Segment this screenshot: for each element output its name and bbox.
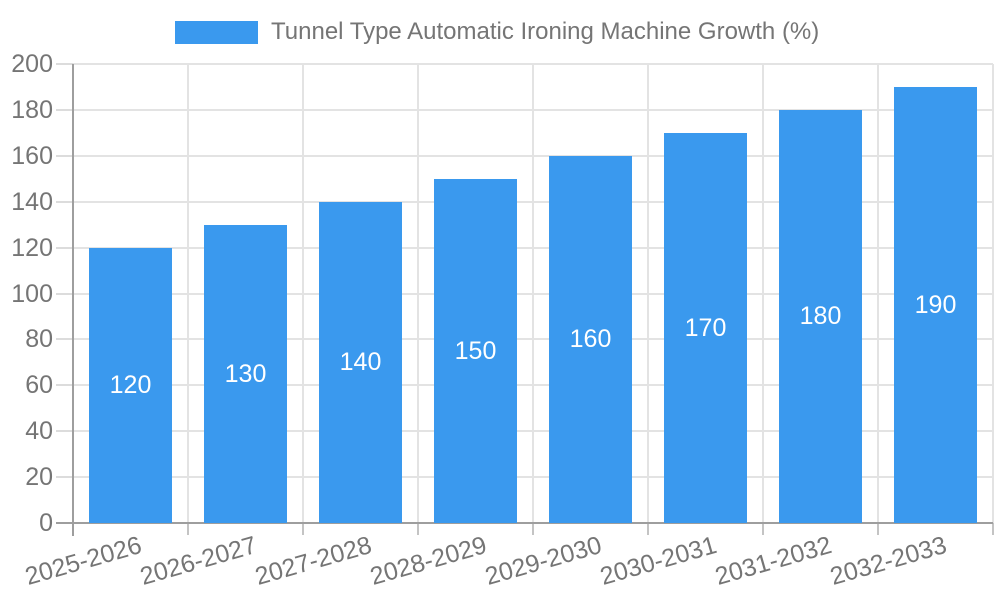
bar[interactable] [664, 132, 747, 523]
y-axis-tick-label: 0 [39, 509, 53, 537]
bar[interactable] [434, 178, 517, 523]
gridline-vertical [302, 64, 304, 523]
y-axis-tick-label: 40 [25, 417, 53, 446]
x-axis-tick [302, 523, 304, 535]
x-axis-tick [187, 523, 189, 535]
y-axis-line [72, 64, 74, 536]
x-axis-tick [877, 523, 879, 535]
y-axis-tick [56, 292, 73, 295]
bar[interactable] [204, 224, 287, 523]
y-axis-tick-label: 140 [11, 187, 53, 216]
y-axis-tick [56, 476, 73, 479]
bar[interactable] [779, 109, 862, 523]
y-axis-tick-label: 160 [11, 141, 53, 170]
y-axis-tick [56, 338, 73, 341]
legend-swatch [175, 20, 258, 44]
gridline-vertical [532, 64, 534, 523]
x-axis-tick [532, 523, 534, 535]
bar-value-label: 130 [224, 359, 267, 388]
y-axis-tick-label: 60 [25, 371, 53, 400]
y-axis-tick-label: 120 [11, 233, 53, 262]
y-axis-tick-label: 200 [11, 50, 53, 78]
bar[interactable] [319, 201, 402, 523]
y-axis-tick-label: 20 [25, 463, 53, 492]
y-axis-tick [56, 246, 73, 249]
bar-value-label: 190 [914, 290, 957, 319]
gridline-vertical [762, 64, 764, 523]
gridline-vertical [187, 64, 189, 523]
y-axis-tick [56, 430, 73, 433]
y-axis-tick [56, 384, 73, 387]
x-axis-tick [762, 523, 764, 535]
gridline-vertical [647, 64, 649, 523]
y-axis-tick-label: 100 [11, 279, 53, 308]
legend-label: Tunnel Type Automatic Ironing Machine Gr… [271, 18, 820, 45]
bar-value-label: 160 [569, 325, 612, 354]
gridline-vertical [417, 64, 419, 523]
y-axis-tick [56, 154, 73, 157]
bar-value-label: 150 [454, 336, 497, 365]
bar[interactable] [894, 86, 977, 523]
bar-value-label: 140 [339, 348, 382, 377]
y-axis-tick [56, 108, 73, 111]
x-axis-line [56, 522, 993, 524]
y-axis-tick-label: 180 [11, 95, 53, 124]
bar[interactable] [89, 247, 172, 523]
x-axis-tick [647, 523, 649, 535]
bar-value-label: 120 [109, 371, 152, 400]
gridline-vertical [877, 64, 879, 523]
x-axis-tick [417, 523, 419, 535]
chart-legend[interactable]: Tunnel Type Automatic Ironing Machine Gr… [175, 18, 819, 46]
gridline-vertical [992, 64, 994, 523]
bar[interactable] [549, 155, 632, 523]
y-axis-tick-label: 80 [25, 325, 53, 354]
bar-value-label: 170 [684, 313, 727, 342]
y-axis-tick [56, 63, 73, 65]
bar-value-label: 180 [799, 302, 842, 331]
x-axis-tick [992, 523, 994, 535]
y-axis-tick [56, 200, 73, 203]
